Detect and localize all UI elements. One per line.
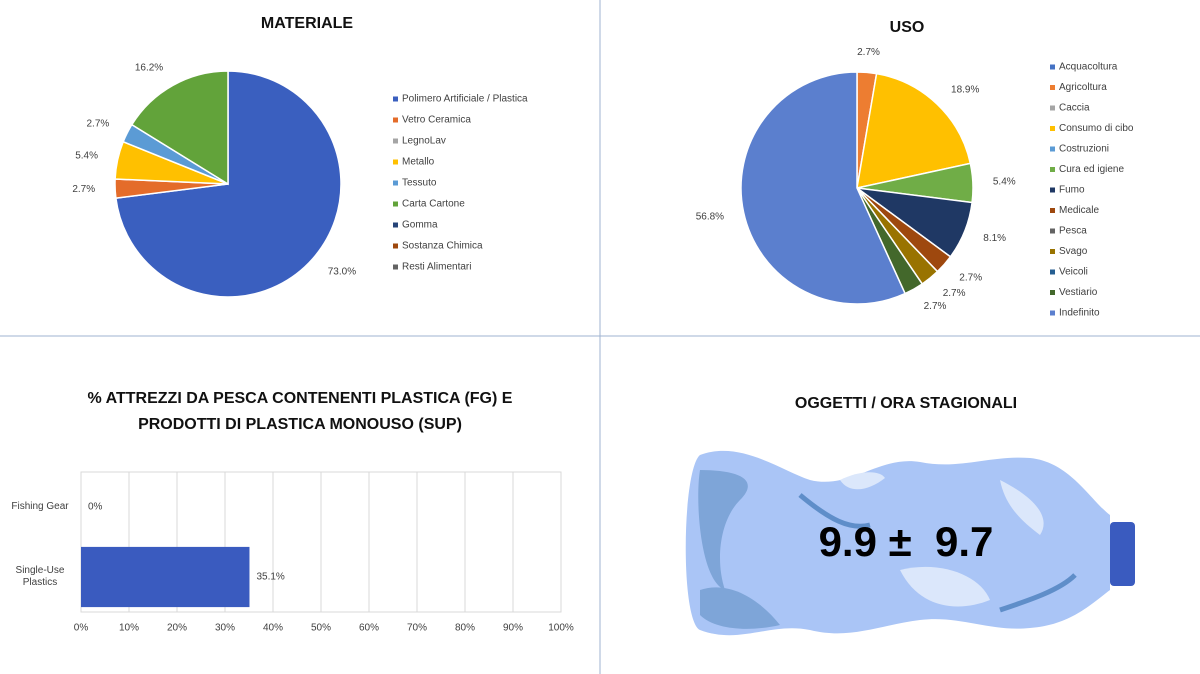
data-label: 2.7% [857, 47, 880, 58]
bottle-cap [1110, 522, 1135, 586]
legend-swatch [393, 117, 398, 123]
legend-label: Fumo [1059, 185, 1085, 196]
x-tick-label: 100% [548, 623, 574, 634]
x-tick-label: 70% [407, 623, 427, 634]
bottle-highlight [1000, 480, 1044, 535]
bar [81, 546, 250, 608]
legend-swatch [393, 159, 398, 165]
y-tick-label: Fishing Gear [11, 501, 69, 512]
data-label: 2.7% [943, 288, 966, 299]
data-label: 5.4% [993, 177, 1016, 188]
data-label: 2.7% [959, 272, 982, 283]
pie-slice [740, 71, 907, 305]
data-label: 35.1% [256, 572, 284, 583]
legend-label: Agricoltura [1059, 82, 1107, 93]
pie-slice [130, 70, 229, 186]
chart-title: % ATTREZZI DA PESCA CONTENENTI PLASTICA … [87, 390, 513, 433]
data-label: 18.9% [951, 84, 979, 95]
bottle-shade [798, 493, 871, 529]
legend-label: Pesca [1059, 226, 1087, 237]
legend-swatch [1050, 269, 1055, 275]
legend-label: Vetro Ceramica [402, 115, 471, 126]
legend-label: Acquacoltura [1059, 62, 1118, 73]
legend-label: Carta Cartone [402, 199, 465, 210]
data-label: 2.7% [72, 184, 95, 195]
bottle-highlight [840, 472, 885, 490]
legend-swatch [393, 222, 398, 228]
legend-label: Polimero Artificiale / Plastica [402, 94, 528, 105]
x-tick-label: 90% [503, 623, 523, 634]
data-label: 56.8% [696, 211, 724, 222]
x-tick-label: 20% [167, 623, 187, 634]
bottle-shade [999, 573, 1077, 613]
chart-title: MATERIALE [261, 15, 353, 32]
legend-label: Caccia [1059, 103, 1090, 114]
legend-label: Consumo di cibo [1059, 123, 1134, 134]
x-tick-label: 30% [215, 623, 235, 634]
legend-swatch [393, 243, 398, 249]
data-label: 0% [88, 502, 103, 513]
bottle-shade [698, 470, 748, 590]
stat-title: OGGETTI / ORA STAGIONALI [795, 395, 1017, 412]
legend-swatch [1050, 249, 1055, 254]
y-tick-label: Single-Use Plastics [15, 565, 65, 588]
legend-swatch [1050, 146, 1055, 152]
legend-swatch [1050, 64, 1055, 70]
legend-label: LegnoLav [402, 136, 446, 147]
legend-swatch [1050, 85, 1055, 90]
chart-title: USO [890, 19, 925, 36]
legend-label: Costruzioni [1059, 144, 1109, 155]
data-label: 2.7% [924, 301, 947, 312]
legend-label: Indefinito [1059, 308, 1100, 319]
bottle-shade [700, 587, 780, 629]
x-tick-label: 0% [74, 623, 89, 634]
legend-label: Svago [1059, 246, 1088, 257]
legend-swatch [393, 180, 398, 186]
legend-label: Sostanza Chimica [402, 241, 483, 252]
data-label: 5.4% [75, 150, 98, 161]
data-label: 8.1% [983, 233, 1006, 244]
legend-swatch [1050, 290, 1055, 295]
bottle-highlight [900, 566, 990, 607]
data-label: 2.7% [87, 119, 110, 130]
pie-slice [856, 72, 972, 189]
legend-swatch [1050, 228, 1055, 234]
x-tick-label: 40% [263, 623, 283, 634]
x-tick-label: 10% [119, 623, 139, 634]
bottle-body [685, 450, 1110, 636]
legend-label: Veicoli [1059, 267, 1088, 278]
bottle [685, 450, 1135, 636]
legend-swatch [1050, 105, 1055, 111]
legend-swatch [1050, 187, 1055, 193]
x-tick-label: 80% [455, 623, 475, 634]
legend-swatch [1050, 167, 1055, 172]
legend-label: Vestiario [1059, 287, 1098, 298]
legend-swatch [1050, 208, 1055, 213]
stat-value: 9.9 ± 9.7 [818, 518, 994, 565]
legend-swatch [393, 264, 398, 270]
legend-label: Metallo [402, 157, 435, 168]
legend-label: Gomma [402, 220, 438, 231]
legend-swatch [1050, 126, 1055, 131]
legend-swatch [393, 201, 398, 207]
data-label: 16.2% [135, 62, 163, 73]
legend-swatch [1050, 310, 1055, 316]
legend-label: Tessuto [402, 178, 437, 189]
legend-swatch [393, 96, 398, 102]
legend-label: Cura ed igiene [1059, 164, 1124, 175]
legend-swatch [393, 138, 398, 144]
data-label: 73.0% [328, 267, 356, 278]
x-tick-label: 60% [359, 623, 379, 634]
legend-label: Medicale [1059, 205, 1099, 216]
x-tick-label: 50% [311, 623, 331, 634]
legend-label: Resti Alimentari [402, 262, 471, 273]
